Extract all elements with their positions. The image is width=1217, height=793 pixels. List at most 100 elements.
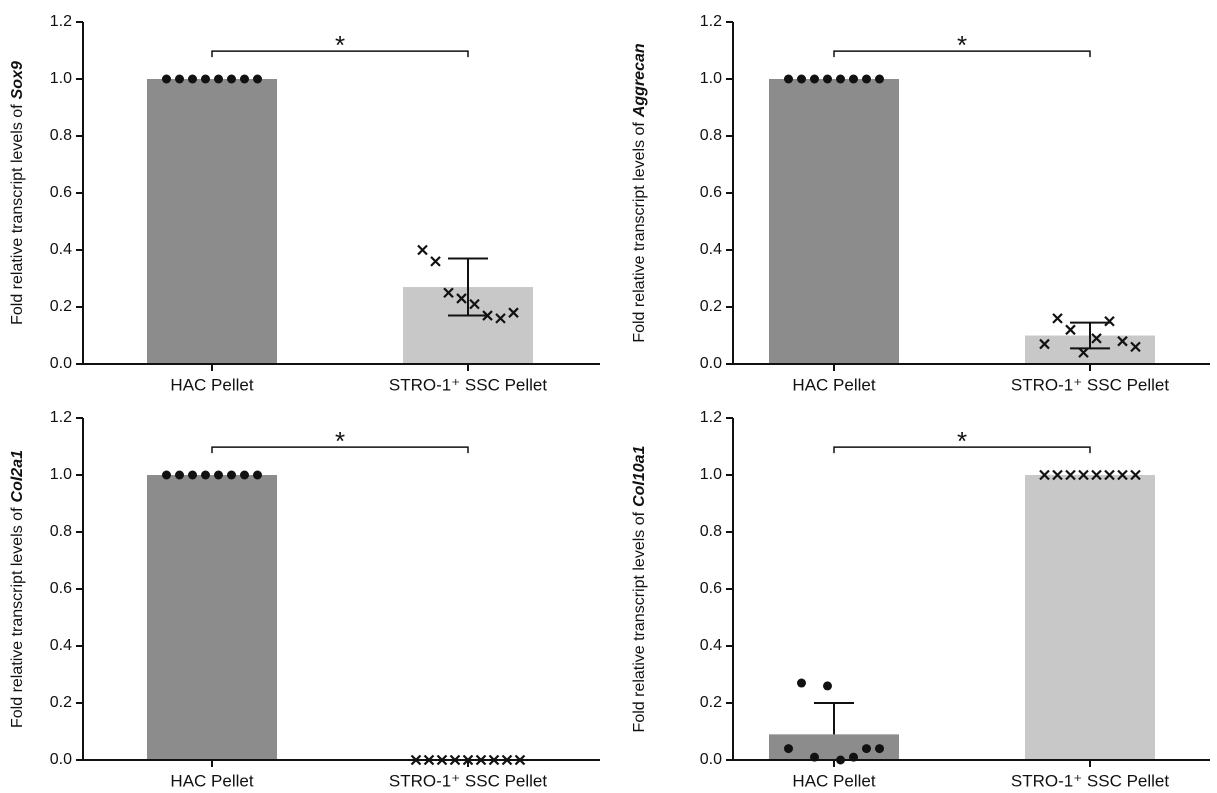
significance-label: * xyxy=(335,426,345,456)
data-point xyxy=(1065,469,1076,481)
panel: 0.0 0.2 0.4 0.6 0.8 1.0 1.2 HAC Pellet STRO-1⁺ S… xyxy=(631,13,1210,394)
x-tick-label: STRO-1⁺ SSC Pellet xyxy=(389,771,548,790)
data-point xyxy=(849,74,858,84)
y-axis-label: Fold relative transcript levels of Col2a1 xyxy=(9,450,26,728)
data-point xyxy=(1065,324,1076,336)
data-point xyxy=(1039,469,1050,481)
data-point xyxy=(1091,469,1102,481)
data-point xyxy=(1117,335,1128,347)
data-point xyxy=(810,752,819,762)
data-point xyxy=(214,470,223,480)
y-axis-label: Fold relative transcript levels of Col10a… xyxy=(631,445,648,732)
y-tick-label: 0.0 xyxy=(50,355,72,372)
x-tick-label: HAC Pellet xyxy=(170,375,253,394)
data-point xyxy=(1052,313,1063,324)
significance-bracket xyxy=(211,50,469,58)
data-point xyxy=(1039,338,1050,350)
data-point xyxy=(508,307,519,318)
y-axis-label-text: Fold relative transcript levels of xyxy=(631,122,648,343)
data-point xyxy=(784,74,793,84)
data-point xyxy=(175,470,184,480)
data-point xyxy=(488,754,500,766)
data-point xyxy=(201,74,210,84)
bar xyxy=(769,79,899,364)
data-point xyxy=(1117,469,1128,481)
y-tick-label: 1.0 xyxy=(50,70,72,87)
data-point xyxy=(443,287,454,299)
data-point xyxy=(1052,469,1063,481)
data-point xyxy=(162,74,171,84)
y-tick-label: 0.8 xyxy=(50,523,72,540)
y-axis-label-gene: Col10a1 xyxy=(631,445,648,506)
data-point xyxy=(214,74,223,84)
data-point xyxy=(849,752,858,762)
y-tick-label: 0.8 xyxy=(700,127,722,144)
y-tick-label: 0.4 xyxy=(700,637,722,654)
data-point xyxy=(836,74,845,84)
data-point xyxy=(188,74,197,84)
y-tick-label: 1.2 xyxy=(700,13,722,30)
data-point xyxy=(495,313,506,324)
data-point xyxy=(1078,469,1089,481)
y-tick-label: 0.8 xyxy=(50,127,72,144)
y-tick-label: 0.4 xyxy=(50,637,72,654)
y-tick-label: 0.6 xyxy=(50,580,72,597)
y-tick-label: 1.0 xyxy=(700,70,722,87)
data-point xyxy=(1130,469,1141,481)
y-tick-label: 0.0 xyxy=(700,751,722,768)
panel: 0.0 0.2 0.4 0.6 0.8 1.0 1.2 HAC Pellet STRO-1⁺ S… xyxy=(9,13,600,394)
data-point xyxy=(501,754,513,766)
y-axis-label-gene: Sox9 xyxy=(9,61,26,99)
data-point xyxy=(1078,347,1089,358)
y-tick-label: 1.0 xyxy=(50,466,72,483)
data-point xyxy=(253,470,262,480)
bar xyxy=(1025,475,1155,760)
data-point xyxy=(875,74,884,84)
bar xyxy=(147,475,277,760)
data-point xyxy=(475,754,487,766)
data-point xyxy=(784,744,793,754)
panel: 0.0 0.2 0.4 0.6 0.8 1.0 1.2 HAC Pellet STRO-1⁺ S… xyxy=(9,409,600,790)
data-point xyxy=(1130,341,1141,353)
y-axis-label: Fold relative transcript levels of Sox9 xyxy=(9,61,26,325)
significance-bracket xyxy=(833,50,1091,58)
y-tick-label: 0.0 xyxy=(50,751,72,768)
y-tick-label: 0.2 xyxy=(700,298,722,315)
data-point xyxy=(417,244,428,256)
data-point xyxy=(188,470,197,480)
data-point xyxy=(162,470,171,480)
data-point xyxy=(462,754,474,766)
panel: 0.0 0.2 0.4 0.6 0.8 1.0 1.2 HAC Pellet STRO-1⁺ S… xyxy=(631,409,1210,790)
x-tick-label: HAC Pellet xyxy=(792,771,875,790)
data-point xyxy=(862,74,871,84)
x-tick-label: STRO-1⁺ SSC Pellet xyxy=(1011,771,1170,790)
data-point xyxy=(862,744,871,754)
data-point xyxy=(797,678,806,688)
y-tick-label: 0.2 xyxy=(700,694,722,711)
y-tick-label: 0.6 xyxy=(700,184,722,201)
y-tick-label: 0.8 xyxy=(700,523,722,540)
y-tick-label: 0.4 xyxy=(700,241,722,258)
data-point xyxy=(430,256,441,267)
y-axis-label-text: Fold relative transcript levels of xyxy=(631,511,648,732)
data-point xyxy=(201,470,210,480)
significance-label: * xyxy=(957,30,967,60)
x-tick-label: STRO-1⁺ SSC Pellet xyxy=(1011,375,1170,394)
y-tick-label: 0.2 xyxy=(50,694,72,711)
data-point xyxy=(482,310,493,321)
data-point xyxy=(436,754,448,766)
data-point xyxy=(410,754,422,766)
data-point xyxy=(1091,333,1102,344)
data-point xyxy=(1104,315,1115,327)
data-point xyxy=(469,298,480,310)
y-axis-label-gene: Aggrecan xyxy=(631,43,648,118)
y-tick-label: 0.6 xyxy=(50,184,72,201)
y-tick-label: 1.2 xyxy=(700,409,722,426)
data-point xyxy=(823,681,832,691)
x-tick-label: HAC Pellet xyxy=(792,375,875,394)
y-tick-label: 1.0 xyxy=(700,466,722,483)
data-point xyxy=(823,74,832,84)
data-point xyxy=(227,470,236,480)
data-point xyxy=(1104,469,1115,481)
